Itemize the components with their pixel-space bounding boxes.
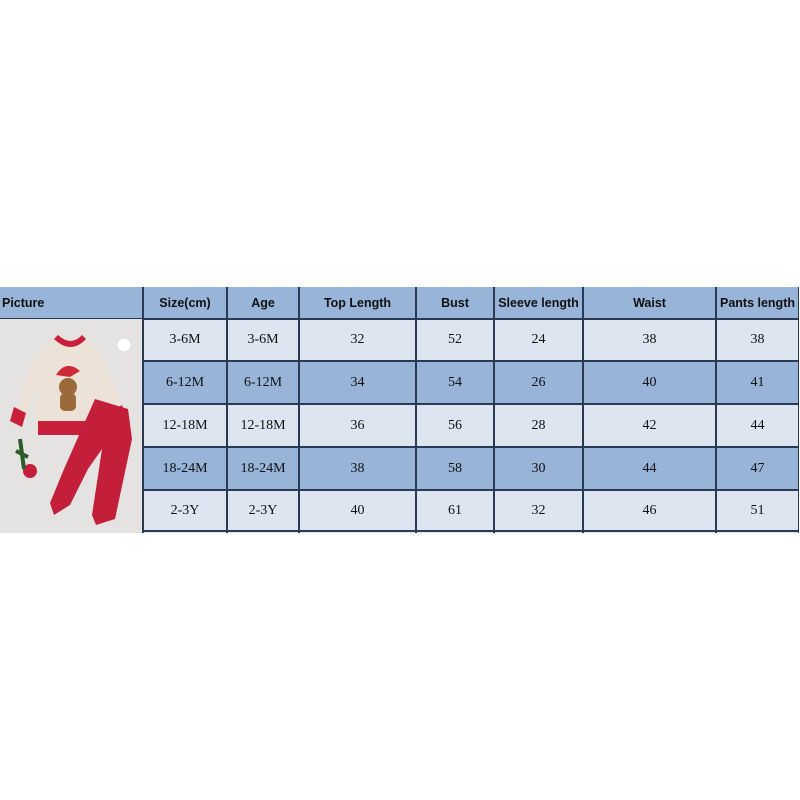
table-cell: 24	[495, 320, 582, 360]
table-cell: 28	[495, 405, 582, 446]
table-cell: 32	[495, 491, 582, 530]
table-cell: 44	[584, 448, 715, 489]
table-cell: 38	[584, 320, 715, 360]
table-cell: 46	[584, 491, 715, 530]
table-cell: 18-24M	[228, 448, 298, 489]
table-row-sliver	[417, 532, 493, 533]
column-header: Waist	[584, 287, 715, 318]
table-cell: 58	[417, 448, 493, 489]
column-header: Picture	[0, 287, 142, 318]
table-cell: 52	[417, 320, 493, 360]
column-header: Bust	[417, 287, 493, 318]
column-header: Top Length	[300, 287, 415, 318]
table-cell: 12-18M	[144, 405, 226, 446]
table-cell: 12-18M	[228, 405, 298, 446]
column-header: Sleeve length	[495, 287, 582, 318]
table-cell: 6-12M	[144, 362, 226, 403]
table-row-sliver	[228, 532, 298, 533]
table-cell: 34	[300, 362, 415, 403]
column-header: Size(cm)	[144, 287, 226, 318]
table-cell: 2-3Y	[228, 491, 298, 530]
table-cell: 30	[495, 448, 582, 489]
size-chart-table: Picture Size(cm) Age Top Length Bust Sleeve l…	[0, 287, 799, 533]
snowflake-icon	[116, 337, 132, 353]
table-cell: 2-3Y	[144, 491, 226, 530]
product-picture	[0, 319, 142, 533]
table-cell: 6-12M	[228, 362, 298, 403]
table-row-sliver	[144, 532, 226, 533]
table-cell: 54	[417, 362, 493, 403]
table-cell: 26	[495, 362, 582, 403]
table-row-sliver	[495, 532, 582, 533]
outfit-image	[10, 335, 132, 525]
table-cell: 47	[717, 448, 798, 489]
table-cell: 38	[717, 320, 798, 360]
column-header: Age	[228, 287, 298, 318]
table-cell: 40	[300, 491, 415, 530]
table-cell: 61	[417, 491, 493, 530]
table-cell: 38	[300, 448, 415, 489]
table-cell: 32	[300, 320, 415, 360]
table-cell: 51	[717, 491, 798, 530]
pants-shape	[50, 399, 132, 525]
table-cell: 44	[717, 405, 798, 446]
table-cell: 56	[417, 405, 493, 446]
table-cell: 3-6M	[144, 320, 226, 360]
table-cell: 3-6M	[228, 320, 298, 360]
table-cell: 18-24M	[144, 448, 226, 489]
table-cell: 41	[717, 362, 798, 403]
table-row-sliver	[300, 532, 415, 533]
column-header: Pants length	[717, 287, 798, 318]
table-cell: 36	[300, 405, 415, 446]
table-row-sliver	[717, 532, 798, 533]
table-cell: 40	[584, 362, 715, 403]
table-cell: 42	[584, 405, 715, 446]
table-row-sliver	[584, 532, 715, 533]
